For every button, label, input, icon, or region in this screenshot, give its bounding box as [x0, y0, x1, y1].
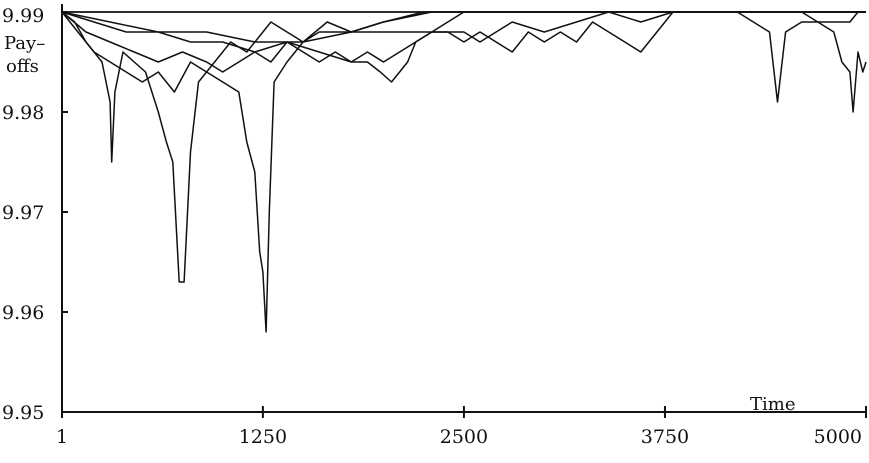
- x-axis-label: Time: [750, 394, 795, 415]
- x-tick-label: 1250: [239, 426, 287, 448]
- x-tick-label: 3750: [641, 426, 689, 448]
- y-tick-label: 9.95: [2, 402, 44, 424]
- y-tick-label: 9.99: [2, 5, 44, 27]
- payoff-series-line-3: [61, 11, 866, 83]
- payoff-series-line-5: [61, 11, 866, 103]
- y-axis-label-line1: Pay–: [4, 33, 45, 54]
- y-ticks: 9.95 9.96 9.97 9.98 9.99: [2, 5, 68, 424]
- payoff-series-line-6: [62, 11, 867, 113]
- y-tick-label: 9.96: [2, 302, 44, 324]
- payoff-series-line-4: [61, 11, 866, 63]
- y-tick-label: 9.97: [2, 202, 44, 224]
- payoff-series-line-1: [61, 11, 866, 283]
- x-ticks: 1 1250 2500 3750 5000: [56, 406, 867, 448]
- y-axis-label-line2: offs: [6, 56, 39, 77]
- x-tick-label: 5000: [814, 426, 862, 448]
- plot-lines: [61, 11, 867, 333]
- y-tick-label: 9.98: [2, 102, 44, 124]
- x-tick-label: 1: [56, 426, 68, 448]
- payoff-series-line-2: [61, 11, 866, 333]
- x-tick-label: 2500: [440, 426, 488, 448]
